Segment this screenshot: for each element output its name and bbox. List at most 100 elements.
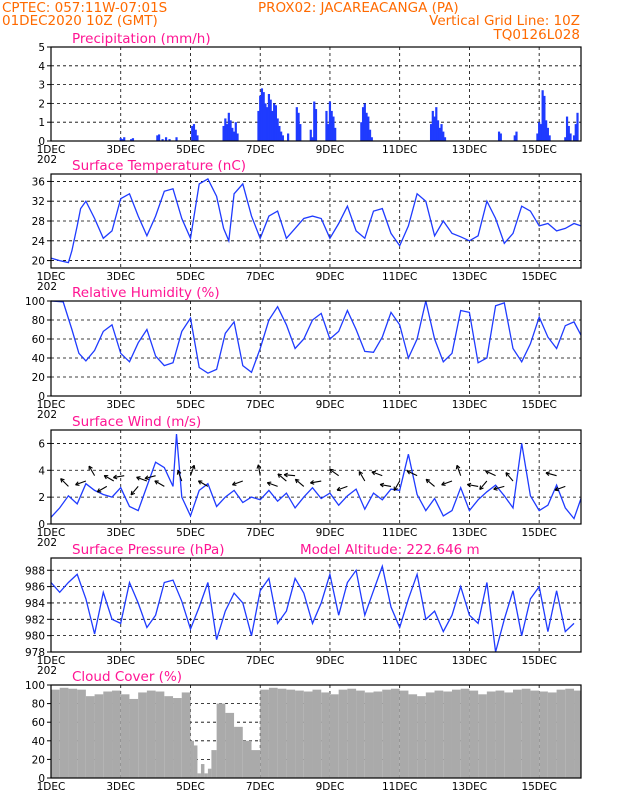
wind-arrow-shaft [177,470,183,482]
cloud-bar [556,689,566,778]
panel-temperature: 20 24 28 32 36 1DEC 3DEC 5DEC 7DEC 9DEC 11DEC 13DEC… [32,158,582,293]
y-tick-label: 40 [32,353,45,365]
x-tick-label: 15DEC [521,144,556,156]
wind-arrow-head [154,480,158,485]
wind-arrow-head [379,484,384,488]
wind-arrow-shaft [284,474,296,477]
precip-bar [229,120,232,141]
cloud-bar [216,703,226,778]
x-tick-label: 9DEC [316,655,345,667]
wind-arrow-shaft [310,480,322,484]
x-tick-label: 15DEC [521,399,556,411]
wind-arrow [136,476,148,482]
cloud-bar [138,692,147,778]
wind-arrow [310,480,322,485]
cloud-bar [521,688,531,778]
x-tick-label: 1DEC [37,271,66,283]
cloud-bar [155,691,165,778]
wind-arrow-head [479,487,484,490]
precip-bar [224,118,227,141]
y-tick-label: 984 [25,598,45,610]
precip-bar [574,124,577,141]
wind-arrow [379,482,392,488]
wind-arrow [130,486,139,496]
header-model: TQ0126L028 [492,27,580,43]
y-tick-label: 100 [25,680,45,692]
x-tick-label: 1DEC [37,781,66,793]
wind-arrow-head [466,484,471,488]
precip-bar [363,103,366,141]
precip-bar [548,135,551,141]
x-tick-label: 7DEC [246,144,275,156]
wind-arrow-head [545,472,550,476]
y-tick-label: 0 [38,136,45,148]
x-year-label: 202 [37,154,57,166]
wind-arrow [329,468,339,477]
wind-arrow-shaft [393,480,401,491]
wind-arrow-head [379,482,385,486]
wind-arrow-shaft [336,485,348,491]
wind-arrow-shaft [96,485,108,493]
precip-bar [361,107,365,141]
x-tick-label: 3DEC [106,655,135,667]
y-tick-label: 36 [32,176,46,188]
wind-arrow-head [266,482,271,487]
cloud-bar [200,764,205,778]
cloud-bar [181,692,191,778]
panel-title: Surface Pressure (hPa) [72,542,225,558]
x-tick-label: 9DEC [316,781,345,793]
cloud-bar [204,773,208,778]
wind-arrow-head [176,470,179,475]
panel-precip: 0 1 2 3 4 5 1DEC 3DEC 5DEC 7DEC 9DEC 11DEC 13DEC 15DE… [37,31,582,166]
wind-arrow [505,472,514,482]
wind-arrow-shaft [136,476,148,482]
x-tick-label: 15DEC [521,527,556,539]
x-year-label: 202 [37,409,57,421]
precip-bar [513,135,516,141]
wind-arrow-head [103,475,107,480]
cloud-bar [390,688,400,778]
precip-bar [565,116,569,141]
precip-bar [332,116,335,141]
cloud-bar [434,690,444,778]
y-tick-label: 80 [32,315,45,327]
plot-frame [50,684,582,779]
precip-bar [175,137,178,141]
humidity-line [50,300,582,374]
wind-arrow-shaft [456,465,462,476]
x-tick-label: 9DEC [316,271,345,283]
wind-arrow-head [177,470,182,474]
precip-bar [260,88,264,141]
precip-bar [121,139,124,141]
y-tick-label: 100 [25,296,45,308]
x-tick-label: 11DEC [382,655,417,667]
precip-bar [299,124,302,141]
panel-title: Relative Humidity (%) [72,285,220,301]
precip-bar [334,127,337,141]
x-tick-label: 11DEC [382,527,417,539]
precip-bar [262,92,265,141]
wind-arrow-head [277,473,280,478]
precip-bar [330,110,333,141]
precip-bar [257,110,260,141]
y-tick-label: 40 [32,736,45,748]
wind-arrow [144,475,156,480]
wind-arrow [232,480,243,486]
wind-arrow-head [455,465,458,470]
y-tick-label: 1 [38,117,45,129]
wind-arrow-shaft [103,475,115,482]
wind-arrow [60,478,69,487]
wind-arrow-shaft [154,480,165,487]
panel-title: Cloud Cover (%) [72,669,182,685]
precip-bar [436,120,440,141]
cloud-bar [173,698,182,778]
wind-arrow-head [456,464,461,469]
y-tick-label: 20 [32,372,45,384]
cloud-bar [277,688,287,778]
wind-arrow [75,480,87,486]
wind-arrow [113,474,125,480]
wind-arrow-shaft [189,465,195,476]
precip-bar [309,129,312,141]
wind-arrow-shaft [130,486,139,496]
wind-arrow-head [197,480,201,485]
